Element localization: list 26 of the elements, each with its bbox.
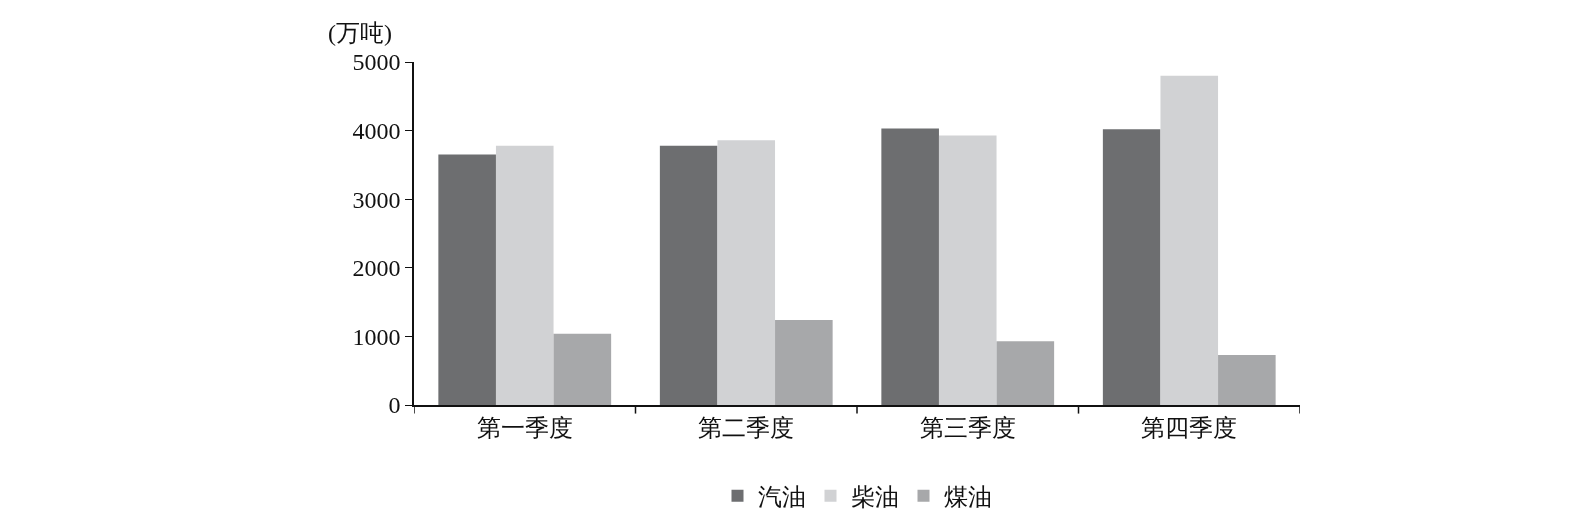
bar [1218, 354, 1276, 405]
y-tick-label: 3000 [352, 186, 401, 213]
legend-label: 汽油 [757, 484, 806, 511]
y-axis-title: (万吨) [328, 20, 392, 46]
bar [717, 140, 776, 405]
x-tick-label: 第二季度 [698, 414, 795, 441]
bar [1160, 75, 1219, 405]
y-tick-label: 4000 [352, 118, 401, 144]
bar [495, 145, 554, 405]
legend-label: 柴油 [850, 484, 899, 511]
bar [881, 128, 939, 405]
bar [1102, 129, 1161, 405]
x-tick-label: 第三季度 [919, 414, 1016, 441]
bar [775, 319, 833, 405]
bar [938, 135, 997, 405]
y-tick-label: 2000 [352, 255, 401, 282]
bar [996, 341, 1055, 405]
y-tick-label: 5000 [352, 49, 401, 76]
bar [438, 154, 496, 405]
x-tick-label: 第一季度 [476, 414, 573, 441]
y-tick-label: 0 [388, 392, 401, 419]
bar [659, 145, 718, 405]
legend-label: 煤油 [943, 484, 992, 511]
bar [553, 333, 612, 405]
y-tick-label: 1000 [352, 323, 401, 350]
x-tick-label: 第四季度 [1141, 414, 1238, 441]
